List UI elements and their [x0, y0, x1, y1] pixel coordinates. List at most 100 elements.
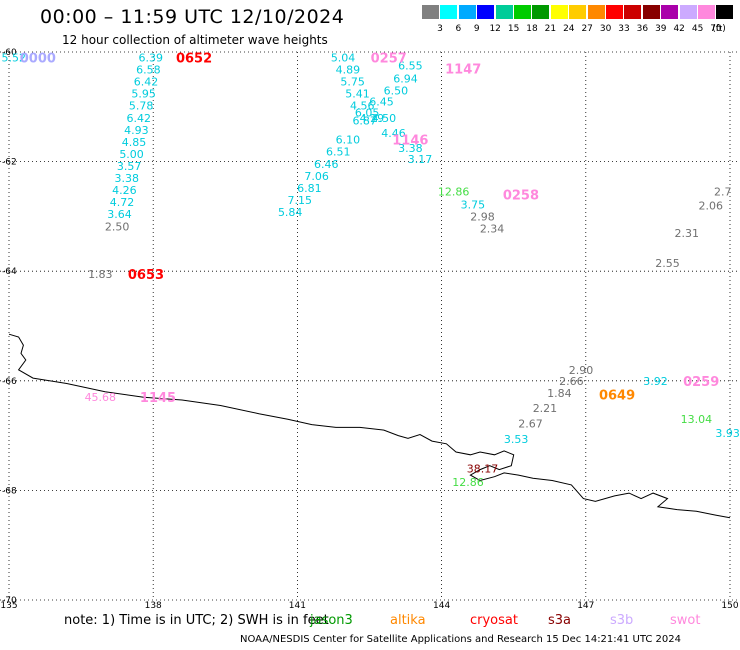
- wave-height-value: 5.04: [331, 51, 356, 64]
- legend-label: 9: [473, 24, 480, 34]
- pass-time-label: 0258: [503, 188, 539, 203]
- legend-label: 30: [599, 24, 612, 34]
- pass-time-label: 0000: [20, 51, 56, 66]
- lon-tick-label: 135: [0, 601, 17, 610]
- wave-height-value: 6.05: [355, 106, 380, 119]
- wave-height-value: 1.83: [88, 268, 113, 281]
- wave-height-value: 4.46: [381, 127, 406, 140]
- legend-unit: (ft): [712, 24, 726, 34]
- legend-label: 12: [489, 24, 501, 34]
- wave-height-value: 6.58: [136, 64, 161, 77]
- wave-height-value: 2.34: [480, 222, 505, 235]
- wave-height-value: 6.10: [336, 134, 361, 147]
- legend-swatch: [606, 5, 623, 19]
- wave-height-value: 2.90: [569, 364, 594, 377]
- wave-height-value: 4.72: [110, 196, 135, 209]
- wave-height-value: 3.75: [461, 198, 486, 211]
- wave-height-map: 135 138 141 144 147 150 -60 -62 -64 -66 -68 -70 5.5…: [0, 48, 740, 610]
- lat-tick-label: -64: [2, 267, 17, 277]
- legend-label: 39: [655, 24, 667, 34]
- wave-height-value: 4.26: [112, 184, 137, 197]
- wave-height-value: 3.64: [107, 208, 132, 221]
- wave-height-value: 6.81: [297, 182, 322, 195]
- pass-time-label: 0649: [599, 389, 635, 404]
- legend-swatch: [550, 5, 568, 19]
- lat-tick-label: -70: [2, 596, 17, 606]
- wave-height-value: 3.57: [117, 160, 142, 173]
- satellite-label: s3a: [548, 613, 572, 628]
- legend-label: 27: [581, 24, 593, 34]
- legend-swatch: [716, 5, 734, 19]
- pass-time-labels: 0000 0652 0257 1147 1146 0258 0653 1145 0649 0259: [20, 51, 720, 406]
- pass-time-label: 0653: [128, 268, 164, 283]
- lon-tick-label: 141: [289, 601, 306, 610]
- coastline: [8, 333, 731, 519]
- wave-height-value: 4.50: [372, 112, 397, 125]
- wave-height-value: 6.87: [352, 115, 377, 128]
- legend-swatch: [587, 5, 605, 19]
- legend-swatch: [624, 5, 642, 19]
- wave-height-value: 4.93: [124, 124, 149, 137]
- footer-note: note: 1) Time is in UTC; 2) SWH is in fe…: [64, 613, 329, 628]
- legend-swatch: [532, 5, 550, 19]
- wave-height-value: 6.42: [134, 76, 159, 89]
- legend-label: 42: [673, 24, 685, 34]
- legend-label: 45: [691, 24, 704, 34]
- wave-height-value: 2.55: [655, 257, 680, 270]
- observation-labels: 5.52 6.396.586.425.955.786.424.934.855.00…: [2, 51, 740, 489]
- legend-swatch: [569, 5, 587, 19]
- legend-swatch: [422, 5, 439, 19]
- wave-height-value: 6.51: [326, 146, 351, 159]
- wave-height-value: 5.52: [2, 51, 27, 64]
- pass-time-label: 1147: [445, 62, 481, 77]
- pass-time-label: 1146: [392, 134, 428, 149]
- map-axes: 135 138 141 144 147 150 -60 -62 -64 -66 -68 -70: [0, 48, 738, 610]
- wave-height-value: 2.98: [470, 210, 495, 223]
- wave-height-value: 3.38: [115, 172, 140, 185]
- wave-height-value: 2.66: [559, 375, 584, 388]
- legend-swatch: [661, 5, 679, 19]
- wave-height-value: 45.68: [85, 391, 117, 404]
- lat-tick-label: -68: [2, 486, 17, 496]
- wave-height-value: 2.21: [533, 402, 558, 415]
- legend-swatch: [440, 5, 458, 19]
- legend-label: 33: [618, 24, 630, 34]
- legend-swatch: [495, 5, 513, 19]
- wave-height-value: 7.06: [304, 170, 329, 183]
- wave-height-value: 6.46: [314, 158, 339, 171]
- wave-height-value: 6.39: [139, 51, 164, 64]
- lon-tick-label: 144: [433, 601, 450, 610]
- wave-height-value: 5.41: [345, 88, 370, 101]
- lat-tick-label: -62: [2, 158, 17, 168]
- satellite-label: swot: [670, 613, 701, 628]
- legend-label: 3: [437, 24, 443, 34]
- lon-tick-label: 138: [145, 601, 162, 610]
- satellite-label: cryosat: [470, 613, 518, 628]
- satellite-label: altika: [390, 613, 426, 628]
- wave-height-value: 5.78: [129, 100, 154, 113]
- pass-time-label: 0652: [176, 51, 212, 66]
- wave-height-value: 6.94: [393, 72, 418, 85]
- credit-line: NOAA/NESDIS Center for Satellite Applica…: [240, 634, 682, 645]
- wave-height-value: 5.75: [340, 76, 365, 89]
- legend-swatch: [642, 5, 660, 19]
- wave-height-value: 38.17: [467, 462, 499, 475]
- wave-height-value: 3.92: [643, 375, 668, 388]
- wave-height-value: 6.42: [127, 112, 152, 125]
- legend-label: 24: [563, 24, 575, 34]
- wave-height-value: 6.55: [398, 60, 423, 73]
- wave-height-value: 2.67: [518, 418, 543, 431]
- satellite-label: s3b: [610, 613, 634, 628]
- pass-time-label: 1145: [140, 391, 176, 406]
- wave-height-value: 7.15: [288, 194, 313, 207]
- wave-height-value: 2.31: [674, 227, 699, 240]
- legend-swatch: [698, 5, 715, 19]
- wave-height-value: 4.56: [350, 100, 375, 113]
- legend-swatch: [514, 5, 531, 19]
- pass-time-label: 0257: [371, 51, 407, 66]
- wave-height-value: 2.7: [714, 186, 732, 199]
- lon-tick-label: 150: [721, 601, 738, 610]
- lat-tick-label: -66: [2, 377, 17, 387]
- wave-height-value: 2.06: [699, 199, 724, 212]
- wave-height-value: 3.17: [408, 153, 433, 166]
